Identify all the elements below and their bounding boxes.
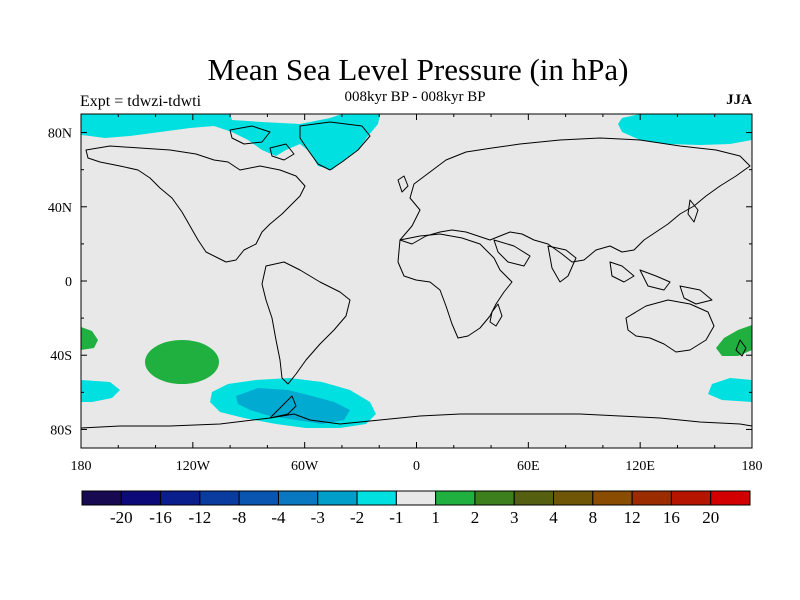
colorbar-label: 20	[702, 508, 719, 527]
anomaly-region-south-pacific-high	[145, 340, 219, 384]
y-tick-label: 80N	[48, 127, 72, 142]
y-tick-label: 40N	[48, 201, 72, 216]
colorbar-swatch	[356, 490, 397, 506]
colorbar-label: -20	[110, 508, 133, 527]
colorbar-label: -3	[311, 508, 325, 527]
y-tick-label: 80S	[50, 423, 72, 438]
colorbar-label: -2	[350, 508, 364, 527]
colorbar-swatch	[592, 490, 633, 506]
colorbar-swatch	[474, 490, 515, 506]
colorbar-label: -4	[271, 508, 286, 527]
map-background	[81, 114, 752, 448]
colorbar-label: -8	[232, 508, 246, 527]
anomaly-region-north-pacific-arctic-low	[618, 114, 752, 145]
colorbar-swatch	[710, 490, 751, 506]
colorbar-label: 8	[589, 508, 598, 527]
x-tick-label: 60E	[517, 459, 540, 474]
anomaly-region-arctic-north-atlantic-low	[81, 114, 380, 170]
x-tick-label: 180	[742, 459, 763, 474]
anomaly-region-dateline-south-high	[81, 327, 98, 350]
colorbar-swatch	[81, 490, 122, 506]
colorbar: -20 -16 -12 -8 -4 -3 -2 -1 1 2 3 4 8 12 16 20	[81, 490, 751, 527]
experiment-label: Expt = tdwzi-tdwti	[80, 93, 202, 110]
colorbar-swatch	[317, 490, 358, 506]
colorbar-label: 3	[510, 508, 519, 527]
season-label: JJA	[726, 92, 752, 108]
x-tick-label: 120E	[625, 459, 655, 474]
colorbar-label: 16	[663, 508, 680, 527]
anomaly-layer	[81, 114, 752, 429]
anomaly-region-southern-ocean-left-low	[81, 380, 120, 402]
colorbar-swatch	[160, 490, 201, 506]
anomaly-region-tasman-high	[716, 325, 752, 356]
colorbar-label: -1	[389, 508, 403, 527]
colorbar-swatch	[435, 490, 476, 506]
colorbar-label: -12	[189, 508, 212, 527]
colorbar-swatch	[513, 490, 555, 506]
colorbar-swatch	[553, 490, 594, 506]
x-tick-label: 0	[413, 459, 420, 474]
map-subtitle: 008kyr BP - 008kyr BP	[344, 89, 486, 105]
colorbar-swatch	[199, 490, 240, 506]
colorbar-label: -16	[149, 508, 172, 527]
y-tick-label: 0	[65, 275, 72, 290]
colorbar-label: 2	[471, 508, 480, 527]
x-tick-label: 120W	[176, 459, 211, 474]
colorbar-label: 4	[549, 508, 558, 527]
colorbar-swatch	[631, 490, 672, 506]
colorbar-swatch	[277, 490, 319, 506]
colorbar-swatch	[395, 490, 437, 506]
anomaly-region-southern-ocean-right-low	[708, 378, 752, 402]
y-tick-label: 40S	[50, 349, 72, 364]
map-title: Mean Sea Level Pressure (in hPa)	[207, 52, 629, 87]
x-tick-label: 60W	[291, 459, 319, 474]
colorbar-label: 12	[624, 508, 641, 527]
coastlines	[81, 121, 752, 429]
x-tick-label: 180	[71, 459, 92, 474]
colorbar-swatch	[238, 490, 279, 506]
anomaly-region-southern-ocean-drake-core	[236, 388, 350, 424]
axis-ticks: 180 120W 60W 0 60E 120E 180 80N 40N 0 40S 80S	[48, 114, 763, 474]
colorbar-label: 1	[431, 508, 440, 527]
colorbar-swatch	[670, 490, 712, 506]
colorbar-swatch	[120, 490, 162, 506]
